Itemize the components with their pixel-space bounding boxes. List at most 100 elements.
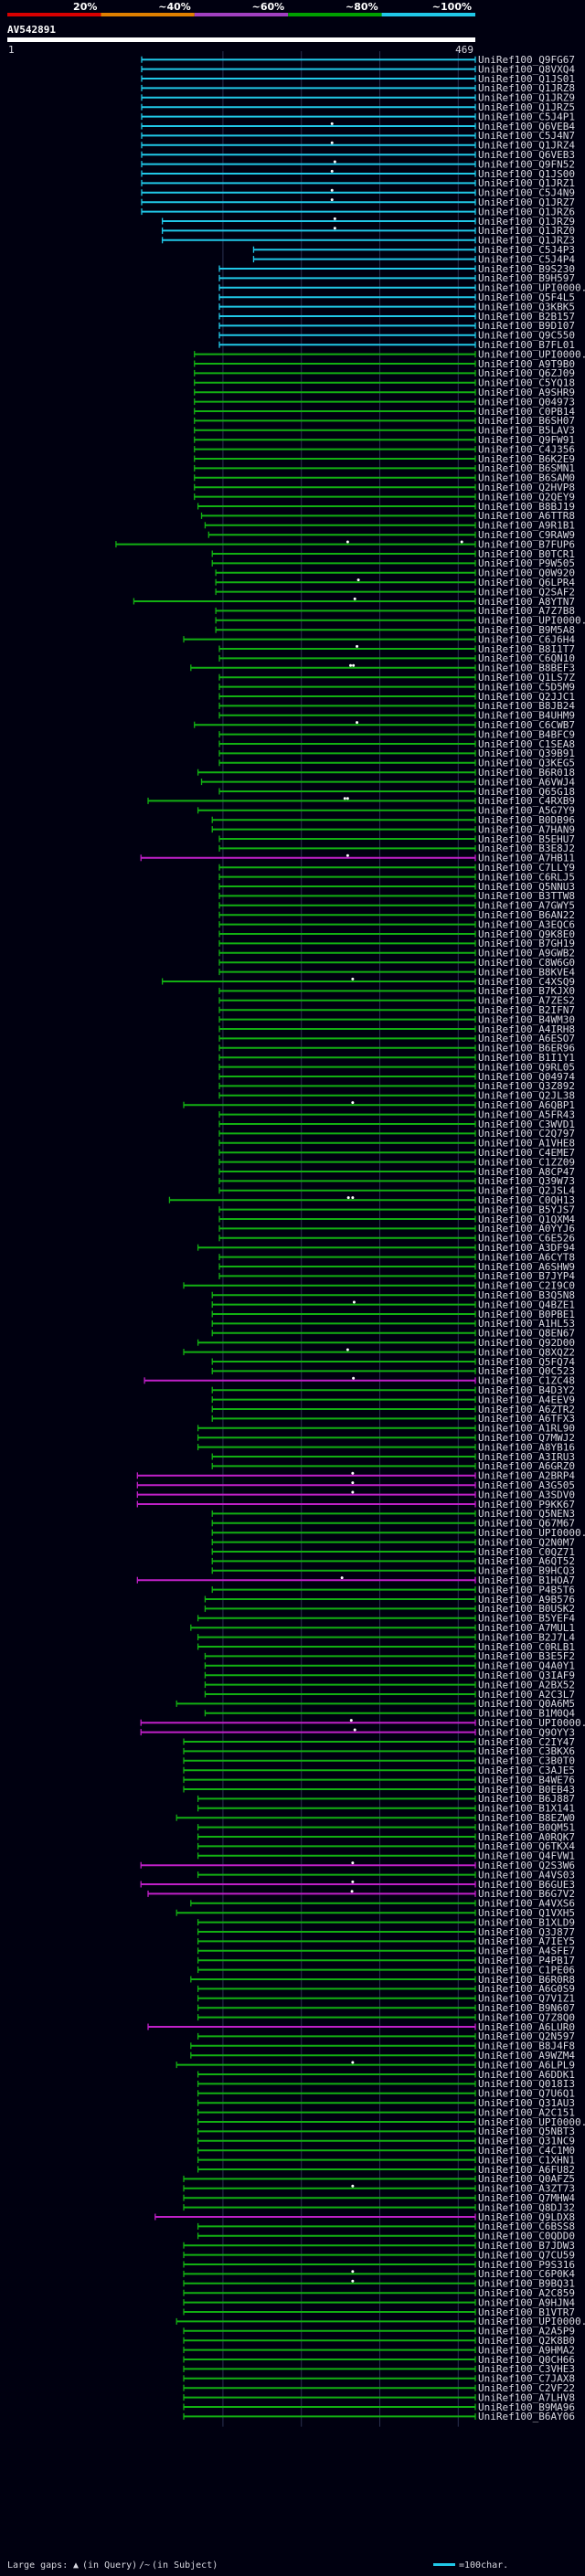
hit-label[interactable]: UniRef100_Q4FVW1 [478,1850,575,1862]
hit-label[interactable]: UniRef100_B6R018 [478,767,575,779]
hit-label[interactable]: UniRef100_Q5NBT3 [478,2125,575,2137]
hit-label[interactable]: UniRef100_A4VS03 [478,1869,575,1881]
hit-label[interactable]: UniRef100_Q7MHW4 [478,2192,575,2204]
hit-label[interactable]: UniRef100_B2IFN7 [478,1004,575,1016]
hit-label[interactable]: UniRef100_B1I1Y1 [478,1052,575,1064]
hit-label[interactable]: UniRef100_A6LUR0 [478,2021,575,2033]
hit-label[interactable]: UniRef100_A6LPL9 [478,2059,575,2071]
hit-label[interactable]: UniRef100_Q7CU59 [478,2249,575,2261]
hit-label[interactable]: UniRef100_B3Q5N8 [478,1289,575,1301]
hit-label[interactable]: UniRef100_Q6ZJ09 [478,367,575,379]
hit-label[interactable]: UniRef100_Q5NEN3 [478,1508,575,1520]
hit-label[interactable]: UniRef100_B5LAV3 [478,425,575,437]
hit-label[interactable]: UniRef100_A7IEY5 [478,1935,575,1947]
hit-label[interactable]: UniRef100_B6K2E9 [478,453,575,465]
hit-label[interactable]: UniRef100_C6J6H4 [478,633,575,645]
hit-label[interactable]: UniRef100_A9B576 [478,1594,575,1606]
hit-label[interactable]: UniRef100_C5J4N9 [478,187,575,199]
hit-label[interactable]: UniRef100_Q3KEG5 [478,758,575,769]
hit-label[interactable]: UniRef100_B6AY06 [478,2411,575,2422]
hit-label[interactable]: UniRef100_B6ER96 [478,1043,575,1055]
hit-label[interactable]: UniRef100_Q1JRZ6 [478,206,575,217]
hit-label[interactable]: UniRef100_Q3J877 [478,1926,575,1938]
hit-label[interactable]: UniRef100_B4UHM9 [478,710,575,722]
hit-label[interactable]: UniRef100_A4EEV9 [478,1394,575,1405]
hit-label[interactable]: UniRef100_A6CYT8 [478,1251,575,1263]
hit-label[interactable]: UniRef100_P9KK67 [478,1499,575,1511]
hit-label[interactable]: UniRef100_Q2N0M7 [478,1536,575,1548]
hit-label[interactable]: UniRef100_C6P0K4 [478,2268,575,2280]
hit-label[interactable]: UniRef100_B9S230 [478,263,575,275]
hit-label[interactable]: UniRef100_B9D107 [478,320,575,332]
hit-label[interactable]: UniRef100_Q9RL05 [478,1061,575,1073]
hit-label[interactable]: UniRef100_B0TCR1 [478,548,575,560]
hit-label[interactable]: UniRef100_Q2JL38 [478,1090,575,1102]
hit-label[interactable]: UniRef100_A9R1B1 [478,520,575,532]
hit-label[interactable]: UniRef100_C3BKX6 [478,1745,575,1757]
hit-label[interactable]: UniRef100_A2BRP4 [478,1470,575,1482]
hit-label[interactable]: UniRef100_B6R0R8 [478,1974,575,1986]
hit-label[interactable]: UniRef100_UPI0000... [478,1717,585,1729]
hit-label[interactable]: UniRef100_C1ZC48 [478,1375,575,1387]
hit-label[interactable]: UniRef100_Q2SAF2 [478,586,575,598]
hit-label[interactable]: UniRef100_Q1JRZ5 [478,101,575,113]
hit-label[interactable]: UniRef100_Q8EN67 [478,1328,575,1340]
hit-label[interactable]: UniRef100_Q6TKX4 [478,1840,575,1852]
hit-label[interactable]: UniRef100_Q1JRZ1 [478,177,575,189]
hit-label[interactable]: UniRef100_Q7U6Q1 [478,2088,575,2100]
hit-label[interactable]: UniRef100_B0DB96 [478,814,575,826]
hit-label[interactable]: UniRef100_Q5NNU3 [478,881,575,893]
hit-label[interactable]: UniRef100_A8CP47 [478,1166,575,1178]
hit-label[interactable]: UniRef100_Q31NC9 [478,2136,575,2147]
hit-label[interactable]: UniRef100_UPI0000... [478,282,585,294]
hit-label[interactable]: UniRef100_B4D3Y2 [478,1384,575,1396]
hit-label[interactable]: UniRef100_C0PB14 [478,406,575,418]
hit-label[interactable]: UniRef100_A6QT52 [478,1555,575,1567]
hit-label[interactable]: UniRef100_Q9OYY3 [478,1726,575,1738]
hit-label[interactable]: UniRef100_C2VF22 [478,2382,575,2394]
hit-label[interactable]: UniRef100_B3TTW8 [478,890,575,902]
hit-label[interactable]: UniRef100_B9BQ31 [478,2278,575,2290]
hit-label[interactable]: UniRef100_C6RLJ5 [478,871,575,883]
hit-label[interactable]: UniRef100_A7LHV8 [478,2391,575,2403]
hit-label[interactable]: UniRef100_B3E5F2 [478,1650,575,1662]
hit-label[interactable]: UniRef100_Q31AU3 [478,2097,575,2109]
hit-label[interactable]: UniRef100_C0QH13 [478,1194,575,1206]
hit-label[interactable]: UniRef100_B7KJX0 [478,985,575,997]
hit-label[interactable]: UniRef100_C5D5M9 [478,681,575,693]
hit-label[interactable]: UniRef100_B0EB43 [478,1784,575,1796]
hit-label[interactable]: UniRef100_B7GH19 [478,938,575,949]
hit-label[interactable]: UniRef100_C5J4P1 [478,111,575,122]
hit-label[interactable]: UniRef100_B1M0Q4 [478,1708,575,1720]
hit-label[interactable]: UniRef100_B8EZW0 [478,1812,575,1824]
hit-label[interactable]: UniRef100_A7MUL1 [478,1622,575,1634]
hit-label[interactable]: UniRef100_A1VHE8 [478,1138,575,1150]
hit-label[interactable]: UniRef100_C5YQ18 [478,377,575,389]
hit-label[interactable]: UniRef100_Q9FW91 [478,434,575,446]
hit-label[interactable]: UniRef100_A6FU82 [478,2164,575,2176]
hit-label[interactable]: UniRef100_Q6LPR4 [478,577,575,588]
hit-label[interactable]: UniRef100_Q9FN52 [478,158,575,170]
hit-label[interactable]: UniRef100_B5YJS7 [478,1203,575,1215]
hit-label[interactable]: UniRef100_Q2N597 [478,2030,575,2042]
hit-label[interactable]: UniRef100_B9HCQ3 [478,1565,575,1577]
hit-label[interactable]: UniRef100_A2BX52 [478,1679,575,1691]
hit-label[interactable]: UniRef100_A8YTN7 [478,596,575,608]
hit-label[interactable]: UniRef100_A6G0S9 [478,1983,575,1995]
hit-label[interactable]: UniRef100_C3AJE5 [478,1765,575,1776]
hit-label[interactable]: UniRef100_A6DDK1 [478,2069,575,2081]
hit-label[interactable]: UniRef100_B8KVE4 [478,966,575,978]
hit-label[interactable]: UniRef100_C6BSS8 [478,2221,575,2232]
hit-label[interactable]: UniRef100_Q1JRZ9 [478,92,575,104]
hit-label[interactable]: UniRef100_Q04973 [478,396,575,408]
hit-label[interactable]: UniRef100_B6SMN1 [478,462,575,474]
hit-label[interactable]: UniRef100_C6CWB7 [478,719,575,731]
hit-label[interactable]: UniRef100_A6GRZ0 [478,1460,575,1472]
hit-label[interactable]: UniRef100_Q2QEY9 [478,491,575,503]
hit-label[interactable]: UniRef100_A2C151 [478,2106,575,2118]
hit-label[interactable]: UniRef100_B8BEF3 [478,663,575,674]
hit-label[interactable]: UniRef100_C4EME7 [478,1147,575,1159]
hit-label[interactable]: UniRef100_P4B5T6 [478,1584,575,1595]
hit-label[interactable]: UniRef100_A2A5P9 [478,2326,575,2337]
hit-label[interactable]: UniRef100_C1PE06 [478,1964,575,1976]
